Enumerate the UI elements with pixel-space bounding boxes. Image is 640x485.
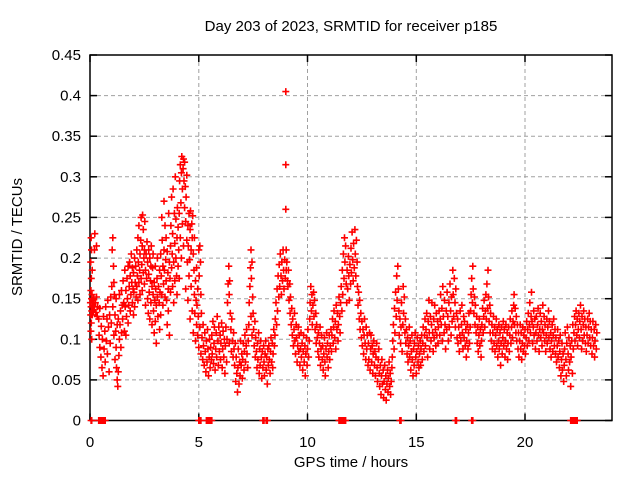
y-tick-label: 0.3 <box>60 169 81 186</box>
chart-title: Day 203 of 2023, SRMTID for receiver p18… <box>205 18 498 35</box>
y-tick-labels: 0 0.05 0.1 0.15 0.2 0.25 0.3 0.35 0.4 0.45 <box>52 47 81 430</box>
y-tick-label: 0.4 <box>60 88 81 105</box>
y-tick-label: 0 <box>73 413 81 430</box>
x-tick-label: 0 <box>86 434 94 451</box>
y-tick-label: 0.1 <box>60 331 81 348</box>
y-tick-label: 0.05 <box>52 372 81 389</box>
y-tick-label: 0.45 <box>52 47 81 64</box>
y-tick-label: 0.25 <box>52 209 81 226</box>
y-tick-label: 0.2 <box>60 250 81 267</box>
x-tick-label: 15 <box>408 434 425 451</box>
x-tick-label: 10 <box>299 434 316 451</box>
x-axis-label: GPS time / hours <box>294 454 408 471</box>
x-tick-label: 5 <box>195 434 203 451</box>
y-tick-label: 0.15 <box>52 291 81 308</box>
data-points-series <box>86 88 601 424</box>
gridlines <box>90 55 612 421</box>
y-tick-label: 0.35 <box>52 128 81 145</box>
x-tick-label: 20 <box>517 434 534 451</box>
y-axis-label: SRMTID / TECUs <box>9 178 26 296</box>
x-tick-labels: 0 5 10 15 20 <box>86 434 534 451</box>
